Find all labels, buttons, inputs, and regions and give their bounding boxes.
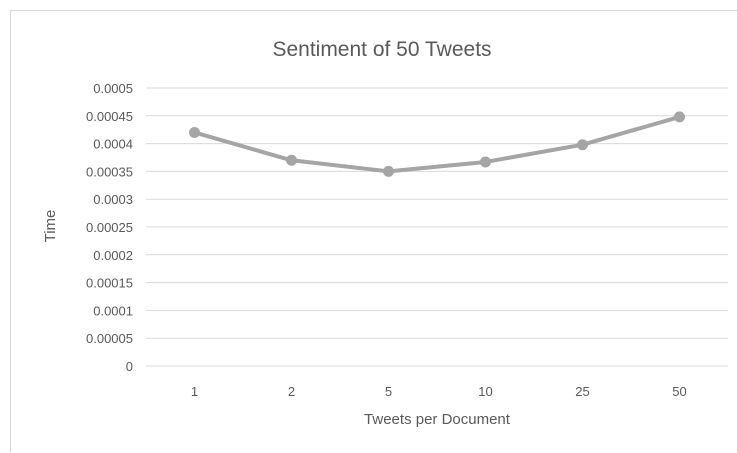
line-chart: Sentiment of 50 Tweets 0 0.00005 0.0001 0.0…: [42, 38, 728, 428]
gridlines: [146, 87, 728, 367]
y-tick-label: 0.00035: [86, 164, 133, 179]
y-tick-label: 0.0005: [93, 81, 133, 96]
y-tick-label: 0.0004: [93, 137, 133, 152]
y-tick-label: 0.00015: [86, 276, 133, 291]
series-line: [192, 114, 682, 174]
y-tick-label: 0.0001: [93, 303, 133, 318]
data-point: [189, 126, 200, 138]
y-tick-label: 0.00045: [86, 109, 133, 124]
y-tick-label: 0.00025: [86, 220, 133, 235]
x-tick-label: 1: [191, 384, 198, 399]
data-point: [383, 165, 394, 177]
y-tick-label: 0.0003: [93, 192, 133, 207]
y-tick-label: 0.00005: [86, 331, 133, 346]
data-point: [286, 154, 297, 166]
x-tick-label: 2: [288, 384, 295, 399]
y-tick-label: 0: [126, 359, 133, 374]
y-tick-label: 0.0002: [93, 248, 133, 263]
data-point: [674, 111, 685, 123]
y-axis-label: Time: [42, 210, 59, 243]
x-tick-label: 50: [672, 384, 686, 399]
data-point: [480, 156, 491, 168]
data-point: [577, 139, 588, 151]
x-tick-label: 25: [575, 384, 589, 399]
series-layer: [189, 111, 685, 177]
chart-title: Sentiment of 50 Tweets: [272, 38, 491, 61]
y-axis-ticks: 0 0.00005 0.0001 0.00015 0.0002 0.00025 0.0003…: [86, 81, 133, 374]
x-axis-ticks: 1 2 5 10 25 50: [191, 384, 687, 399]
x-tick-label: 5: [385, 384, 392, 399]
chart-area: Sentiment of 50 Tweets 0 0.00005 0.0001 0.0…: [10, 10, 737, 452]
x-axis-label: Tweets per Document: [364, 411, 511, 428]
x-tick-label: 10: [478, 384, 492, 399]
